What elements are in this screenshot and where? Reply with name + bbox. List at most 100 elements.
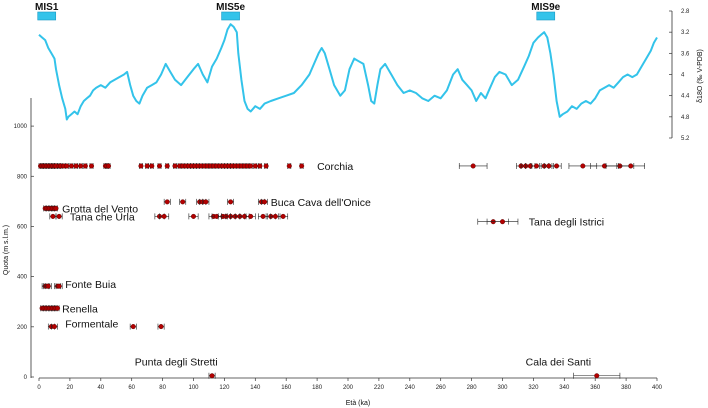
data-point (252, 163, 258, 169)
data-point (157, 163, 163, 169)
data-point (500, 219, 506, 225)
data-point (68, 163, 74, 169)
x-tick-label: 60 (128, 385, 135, 391)
x-tick-label: 240 (405, 385, 416, 391)
site-points (38, 162, 645, 379)
site-label: Formentale (65, 319, 118, 331)
x-tick-label: 120 (219, 385, 230, 391)
x-tick-label: 180 (312, 385, 323, 391)
data-point (248, 163, 254, 169)
x-tick-label: 160 (281, 385, 292, 391)
y2-tick-label: 4.4 (681, 94, 690, 100)
data-point (260, 213, 266, 219)
data-point (228, 199, 234, 205)
data-point (299, 163, 305, 169)
site-label: Buca Cava dell'Onice (271, 197, 371, 209)
data-point (263, 163, 269, 169)
data-point (78, 163, 84, 169)
x-tick-label: 360 (590, 385, 601, 391)
data-point (144, 163, 150, 169)
y2-tick-label: 4.8 (681, 115, 690, 121)
x-tick-label: 200 (343, 385, 354, 391)
data-point (203, 199, 209, 205)
x-tick-label: 40 (97, 385, 104, 391)
data-point (628, 163, 634, 169)
mis-bar (221, 11, 240, 21)
data-point (180, 199, 186, 205)
x-tick-label: 340 (559, 385, 570, 391)
data-point (161, 213, 167, 219)
data-point (164, 163, 170, 169)
data-point (546, 163, 552, 169)
x-tick-label: 100 (188, 385, 199, 391)
data-point (106, 163, 112, 169)
y-tick-label: 800 (17, 174, 28, 180)
x-axis-label: Età (ka) (346, 400, 371, 407)
y2-tick-label: 3.2 (681, 30, 690, 36)
data-point (262, 199, 268, 205)
site-label: Renella (62, 303, 98, 315)
data-point (149, 163, 155, 169)
d18o-curve (38, 23, 658, 121)
x-tick-label: 0 (37, 385, 41, 391)
y2-tick-label: 5.2 (681, 136, 690, 142)
site-label: Cala dei Santi (526, 356, 591, 368)
x-tick-label: 320 (528, 385, 539, 391)
site-label: Corchia (317, 161, 353, 173)
x-tick-label: 80 (159, 385, 166, 391)
x-tick-label: 400 (652, 385, 663, 391)
data-point (172, 163, 178, 169)
data-point (209, 373, 215, 379)
mis-bar (536, 11, 556, 21)
data-point (257, 163, 263, 169)
data-point (164, 199, 170, 205)
y-tick-label: 0 (24, 375, 28, 381)
data-point (138, 163, 144, 169)
y2-tick-label: 2.8 (681, 9, 690, 15)
data-point (51, 324, 57, 330)
data-point (50, 213, 56, 219)
data-point (594, 373, 600, 379)
y-tick-label: 600 (17, 224, 28, 230)
y-tick-label: 1000 (14, 124, 28, 130)
y-tick-label: 200 (17, 325, 28, 331)
data-point (53, 205, 59, 211)
data-point (130, 324, 136, 330)
data-point (554, 163, 560, 169)
y2-tick-label: 3.6 (681, 51, 690, 57)
site-labels: Corchia Grotta del Vento Buca Cava dell'On… (62, 161, 604, 368)
data-point (248, 213, 254, 219)
mis-label: MIS1 (35, 2, 59, 13)
y-axis-label: Quota (m s.l.m.) (3, 225, 10, 275)
x-tick-label: 20 (67, 385, 74, 391)
x-tick-label: 140 (250, 385, 261, 391)
data-point (64, 163, 70, 169)
data-point (73, 163, 79, 169)
data-point (533, 163, 539, 169)
y2-tick-label: 4 (681, 73, 685, 79)
site-label: Punta degli Stretti (135, 356, 218, 368)
x-tick-label: 220 (374, 385, 385, 391)
data-point (190, 213, 196, 219)
site-label: Tana che Urla (70, 211, 135, 223)
mis-label: MIS5e (216, 2, 245, 13)
data-point (89, 163, 95, 169)
data-point (580, 163, 586, 169)
data-point (56, 283, 62, 289)
data-point (55, 305, 61, 311)
d18o-curve-layer (38, 23, 658, 121)
y-tick-label: 400 (17, 275, 28, 281)
x-tick-label: 380 (621, 385, 632, 391)
y2-axis-label: δ18O (‰ V-PDB) (697, 49, 704, 103)
site-label: Tana degli Istrici (529, 217, 604, 229)
mis-label: MIS9e (531, 2, 560, 13)
site-label: Fonte Buia (65, 279, 116, 291)
axes: Età (ka) Quota (m s.l.m.) δ18O (‰ V-PDB)… (3, 9, 704, 407)
data-point (470, 163, 476, 169)
data-point (45, 283, 51, 289)
x-tick-label: 300 (497, 385, 508, 391)
mis-markers: MIS1 MIS5e MIS9e (35, 2, 561, 21)
data-point (272, 213, 278, 219)
mis-bar (37, 11, 57, 21)
